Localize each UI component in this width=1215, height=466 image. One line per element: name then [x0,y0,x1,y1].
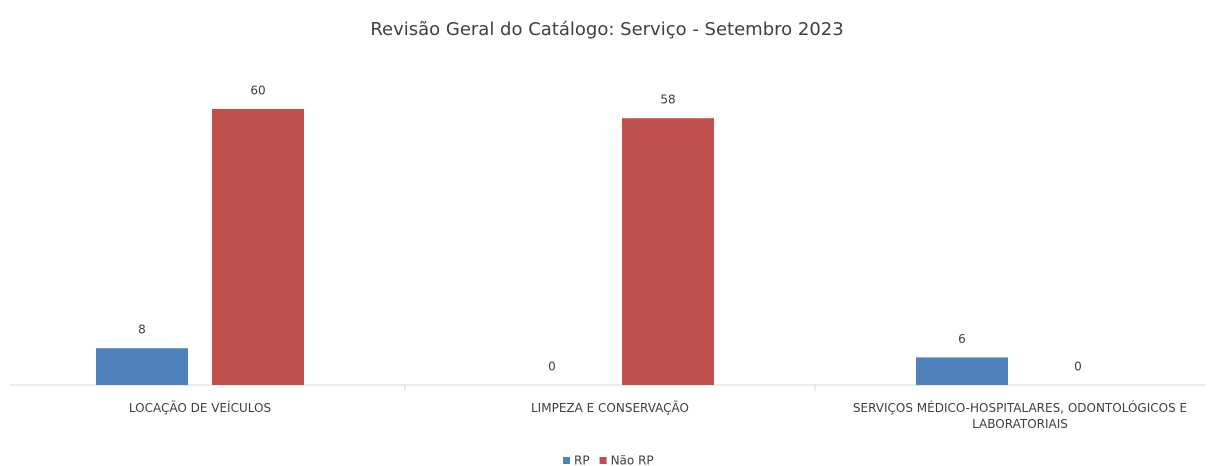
chart-title: Revisão Geral do Catálogo: Serviço - Set… [370,19,843,40]
bar [212,109,304,385]
bar [916,357,1008,385]
data-label: 58 [660,93,675,107]
legend-label: RP [574,454,590,466]
x-tick-label: SERVIÇOS MÉDICO-HOSPITALARES, ODONTOLÓGI… [852,401,1188,431]
bar [96,348,188,385]
legend-label: Não RP [611,454,654,466]
data-label: 6 [958,332,966,346]
data-label: 0 [1074,360,1082,374]
x-tick-label: LIMPEZA E CONSERVAÇÃO [531,401,689,415]
legend-swatch [563,457,570,464]
data-label: 60 [250,84,265,98]
bar [622,118,714,385]
legend-swatch [599,457,607,464]
data-label: 0 [548,360,556,374]
data-label: 8 [138,323,146,337]
x-tick-label: LOCAÇÃO DE VEÍCULOS [128,401,272,415]
